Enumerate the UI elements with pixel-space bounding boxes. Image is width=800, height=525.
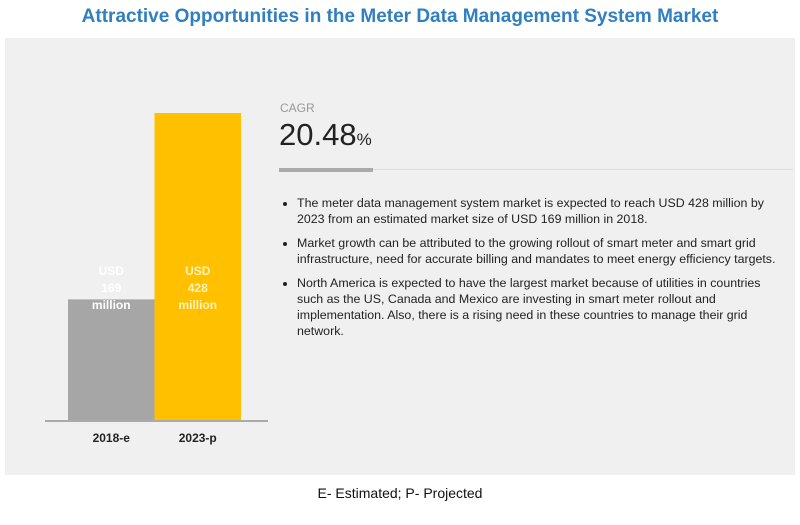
data-label: 428 xyxy=(188,281,208,295)
cagr-label: CAGR xyxy=(280,101,315,115)
cagr-value: 20.48% xyxy=(279,117,372,153)
data-label: USD xyxy=(185,264,211,278)
data-label: 169 xyxy=(101,281,121,295)
cagr-underline xyxy=(279,168,373,172)
cagr-number: 20.48 xyxy=(279,117,357,152)
bullet-list: The meter data management system market … xyxy=(285,195,787,347)
divider xyxy=(373,169,793,170)
data-label: million xyxy=(92,298,131,312)
x-tick-label: 2018-e xyxy=(93,431,131,445)
footnote: E- Estimated; P- Projected xyxy=(317,485,483,501)
bullet-item: North America is expected to have the la… xyxy=(297,275,787,339)
bullet-item: The meter data management system market … xyxy=(297,195,787,227)
chart-title: Attractive Opportunities in the Meter Da… xyxy=(81,6,719,27)
data-label: million xyxy=(178,298,217,312)
bar-2018-e xyxy=(68,299,155,421)
cagr-unit: % xyxy=(356,130,372,149)
x-tick-label: 2023-p xyxy=(179,431,217,445)
bullet-item: Market growth can be attributed to the g… xyxy=(297,235,787,267)
data-label: USD xyxy=(99,264,125,278)
bar-2023-p xyxy=(154,113,241,421)
